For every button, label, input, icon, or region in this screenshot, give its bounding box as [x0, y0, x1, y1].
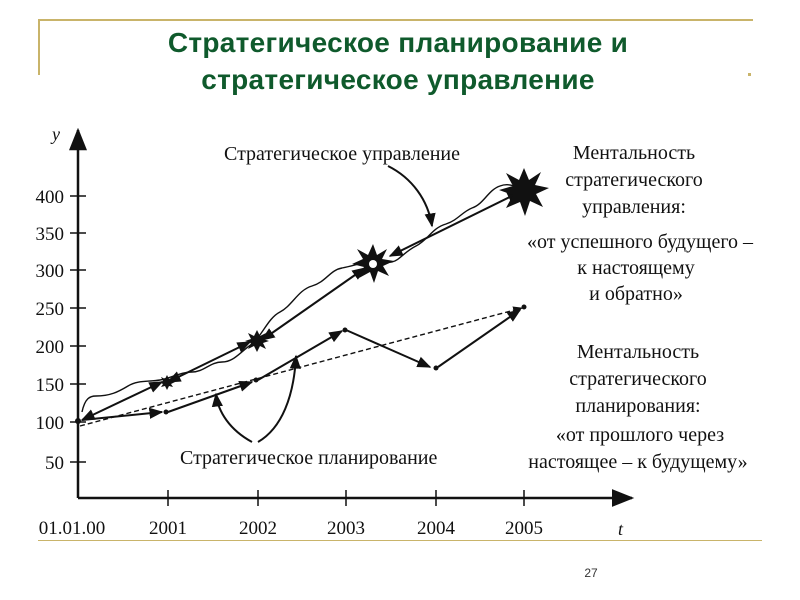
x-tick-label: 2005 — [505, 518, 543, 539]
frame-corner-dot — [748, 73, 751, 76]
y-ticks — [70, 195, 86, 463]
mentality-management-line: Ментальность — [573, 142, 695, 164]
mentality-planning-line: планирования: — [575, 395, 700, 417]
x-ticks — [167, 490, 525, 506]
mentality-management-line: стратегического — [565, 169, 702, 191]
mentality-management-line: к настоящему — [577, 257, 694, 279]
callout-arrow-planning-right — [257, 354, 301, 443]
x-tick-label: 2003 — [327, 518, 365, 539]
slide-title-line-2: стратегическое управление — [201, 64, 595, 95]
x-tick-label: 01.01.00 — [39, 518, 106, 539]
y-tick-label: 200 — [36, 337, 65, 358]
x-tick-label: 2002 — [239, 518, 277, 539]
x-tick-label: 2001 — [149, 518, 187, 539]
callout-arrow-planning-left — [211, 392, 253, 443]
mentality-management-text: Ментальность стратегического управления:… — [527, 142, 754, 305]
mentality-planning-line: «от прошлого через — [556, 424, 724, 446]
callout-arrow-management — [387, 165, 436, 228]
explosion-star — [352, 244, 394, 283]
frame-left-line — [38, 19, 40, 75]
explosion-star — [159, 375, 175, 390]
y-tick-labels: 400 350 300 250 200 150 100 50 — [36, 187, 65, 474]
mentality-management-line: и обратно» — [589, 283, 683, 305]
mentality-planning-line: стратегического — [569, 368, 706, 390]
mentality-management-line: управления: — [582, 196, 686, 218]
explosion-star — [245, 330, 269, 352]
label-strategic-planning: Стратегическое планирование — [180, 447, 438, 469]
slide-title: Стратегическое планирование и стратегиче… — [40, 24, 756, 98]
mentality-planning-line: настоящее – к будущему» — [528, 451, 747, 473]
frame-top-line — [38, 19, 753, 21]
frame-bottom-line — [38, 540, 762, 541]
y-axis-label: y — [50, 124, 60, 144]
explosion-star — [499, 168, 549, 216]
management-arrows — [80, 191, 522, 421]
label-strategic-management: Стратегическое управление — [224, 143, 460, 165]
mentality-planning-text: Ментальность стратегического планировани… — [528, 341, 747, 473]
planning-points — [75, 304, 527, 424]
x-tick-label: 2004 — [417, 518, 456, 539]
mentality-management-line: «от успешного будущего – — [527, 231, 754, 253]
slide-number: 27 — [584, 566, 598, 580]
management-wavy-path — [81, 184, 521, 413]
y-tick-label: 100 — [36, 413, 65, 434]
y-tick-label: 250 — [36, 299, 65, 320]
y-tick-label: 150 — [36, 375, 65, 396]
y-tick-label: 50 — [45, 453, 64, 474]
x-tick-labels: 01.01.00 2001 2002 2003 2004 2005 — [39, 518, 543, 539]
mentality-planning-line: Ментальность — [577, 341, 699, 363]
y-tick-label: 300 — [36, 261, 65, 282]
x-axis-label: t — [618, 519, 624, 539]
slide-title-line-1: Стратегическое планирование и — [167, 27, 629, 58]
planning-dashed-trend — [79, 306, 523, 427]
y-tick-label: 400 — [36, 187, 65, 208]
y-tick-label: 350 — [36, 224, 65, 245]
